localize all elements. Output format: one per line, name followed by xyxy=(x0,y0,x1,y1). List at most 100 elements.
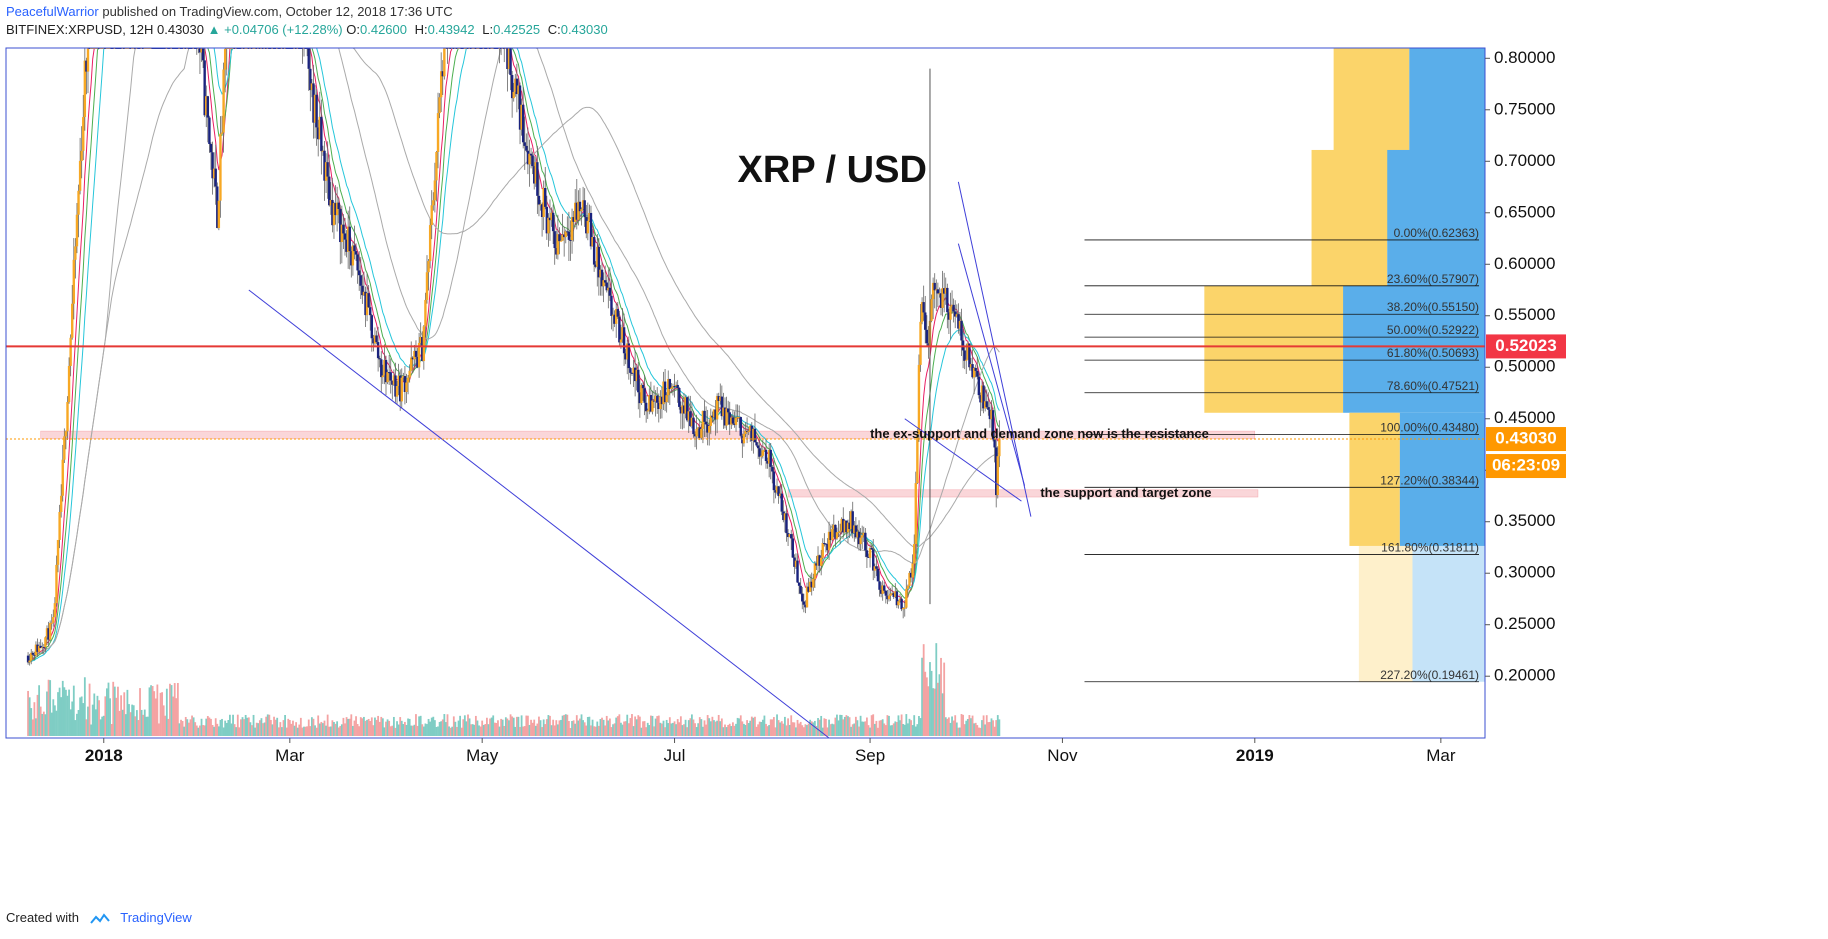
candle-body xyxy=(209,144,213,153)
candle-2018-09-05-543 xyxy=(883,581,886,594)
volume-bar-56 xyxy=(115,697,118,736)
volume-bar-584 xyxy=(948,717,950,736)
candle-2017-12-26-37 xyxy=(85,57,88,95)
volume-bar-299 xyxy=(498,726,501,736)
candle-2018-08-30-531 xyxy=(864,527,867,558)
candle-2018-05-27-341 xyxy=(564,229,567,244)
price-change: ▲ +0.04706 (+12.28%) xyxy=(207,22,343,37)
volume-bar-550 xyxy=(894,721,897,736)
volume-bar-212 xyxy=(361,718,364,736)
candle-2018-05-21-329 xyxy=(545,195,549,240)
candle-body xyxy=(389,372,392,381)
volume-bars xyxy=(27,643,1001,736)
candle-2018-05-09-305 xyxy=(507,48,511,74)
volume-bar-537 xyxy=(873,723,876,736)
candle-2018-06-07-362 xyxy=(597,238,601,296)
volume-bar-129 xyxy=(230,723,233,736)
volume-bar-315 xyxy=(523,726,526,736)
volume-bar-503 xyxy=(820,715,823,736)
volume-bar-399 xyxy=(656,716,659,736)
candle-2018-07-26-460 xyxy=(752,427,755,454)
volume-bar-11 xyxy=(44,714,47,736)
candle-2018-08-14-498 xyxy=(812,573,815,591)
volume-bar-228 xyxy=(386,719,389,736)
candle-2018-07-19-447 xyxy=(731,410,735,426)
candle-2018-06-23-394 xyxy=(648,388,651,415)
ema-green-line xyxy=(28,47,1000,663)
ema-blue-line xyxy=(28,47,1000,663)
candle-2018-07-05-419 xyxy=(687,395,690,433)
candle-body xyxy=(392,375,396,385)
candle-body xyxy=(693,434,697,437)
volume-bar-125 xyxy=(224,720,227,736)
volume-bar-87 xyxy=(164,715,167,736)
candle-2018-07-10-428 xyxy=(701,410,705,444)
volume-bar-515 xyxy=(839,714,842,736)
candle-body xyxy=(947,312,951,320)
candle-2018-08-25-521 xyxy=(848,511,851,539)
candle-2018-05-11-308 xyxy=(512,82,515,102)
candle-body xyxy=(219,133,222,201)
volume-bar-115 xyxy=(208,717,211,736)
candle-2018-10-11-614 xyxy=(995,437,998,508)
volume-bar-38 xyxy=(87,706,89,736)
volume-bar-329 xyxy=(545,719,548,736)
y-tick-label-10: 0.70000 xyxy=(1494,151,1555,170)
chart-title: XRP / USD xyxy=(738,149,927,191)
candle-body xyxy=(313,94,317,123)
candle-2018-07-27-462 xyxy=(755,437,758,447)
x-tick-label-7: Mar xyxy=(1426,746,1456,765)
candle-body xyxy=(966,343,970,360)
candle-2018-07-12-433 xyxy=(709,408,713,435)
volume-bar-49 xyxy=(104,696,107,736)
ema-red-line xyxy=(27,47,1000,663)
candle-body xyxy=(851,511,854,534)
candle-body xyxy=(777,486,780,497)
volume-bar-219 xyxy=(372,725,375,736)
tradingview-link[interactable]: TradingView xyxy=(120,910,192,925)
volume-bar-172 xyxy=(298,724,301,736)
price-chart[interactable]: 0.00%(0.62363)23.60%(0.57907)38.20%(0.55… xyxy=(0,42,1828,906)
author-link[interactable]: PeacefulWarrior xyxy=(6,4,99,19)
candle-2018-07-08-425 xyxy=(696,426,700,439)
volume-bar-586 xyxy=(951,716,953,736)
candle-body xyxy=(758,448,761,457)
candle-body xyxy=(220,132,224,134)
candle-body xyxy=(684,397,687,414)
volume-bar-603 xyxy=(977,727,980,736)
volume-bar-369 xyxy=(608,718,611,736)
candle-2018-06-23-395 xyxy=(649,381,653,413)
candle-2018-05-20-327 xyxy=(542,180,545,230)
volume-bar-526 xyxy=(856,720,859,736)
candle-body xyxy=(624,353,627,360)
candle-2018-06-30-409 xyxy=(671,383,675,396)
candle-2017-12-18-20 xyxy=(58,504,61,549)
candle-body xyxy=(879,589,883,594)
volume-bar-545 xyxy=(886,715,889,736)
candle-body xyxy=(354,251,358,255)
candle-body xyxy=(405,382,408,393)
candle-body xyxy=(427,261,430,273)
volume-bar-405 xyxy=(665,719,668,736)
volume-bar-590 xyxy=(957,727,960,736)
candle-body xyxy=(646,410,649,412)
candle-2018-10-01-595 xyxy=(965,343,968,374)
candle-2018-04-03-233 xyxy=(394,362,397,403)
volume-bar-144 xyxy=(254,727,257,736)
volume-bar-122 xyxy=(219,719,222,736)
candle-2018-07-27-463 xyxy=(756,442,760,459)
candle-2018-09-03-539 xyxy=(876,566,880,582)
volume-bar-433 xyxy=(709,721,712,736)
candle-2018-04-06-238 xyxy=(402,372,405,382)
volume-bar-401 xyxy=(659,722,662,736)
volume-bar-546 xyxy=(888,715,890,736)
candle-body xyxy=(403,376,407,393)
candle-2018-04-18-262 xyxy=(439,52,443,112)
candle-body xyxy=(58,511,61,540)
candle-body xyxy=(752,428,755,441)
volume-bar-283 xyxy=(473,724,476,736)
volume-bar-216 xyxy=(367,718,370,736)
volume-bar-438 xyxy=(717,714,720,736)
candle-body xyxy=(59,495,63,512)
